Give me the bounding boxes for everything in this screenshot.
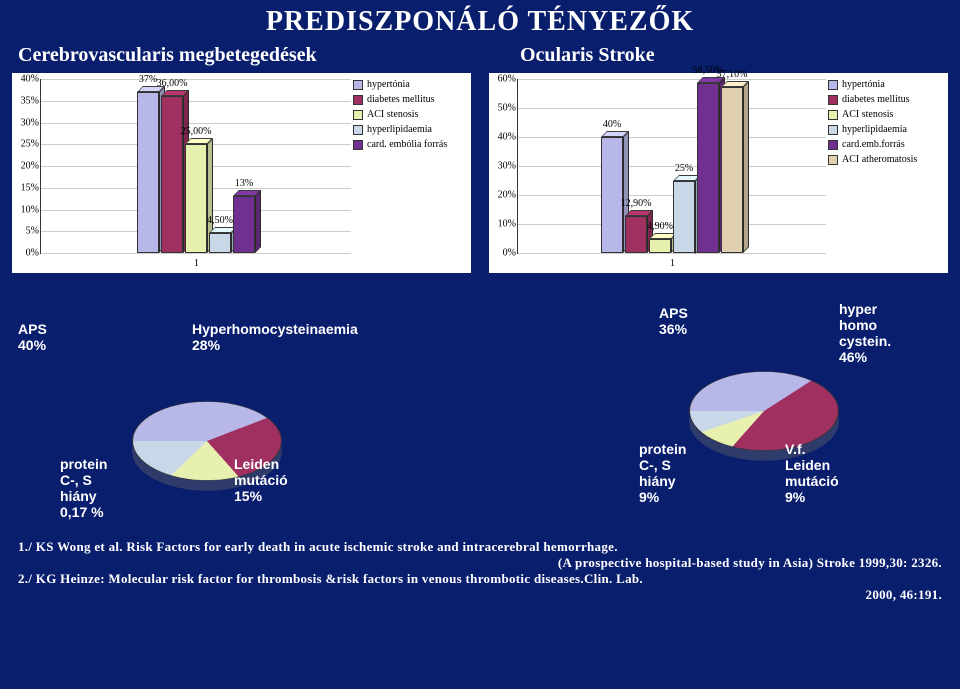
bar-value-label: 57,10% [717, 69, 748, 80]
bar: 37% [137, 92, 159, 253]
bar: 40% [601, 137, 623, 253]
bar-plot-1: 0%5%10%15%20%25%30%35%40%37%36,00%25,00%… [40, 79, 351, 254]
bar: 57,10% [721, 87, 743, 253]
bar-chart-ocularis: 0%10%20%30%40%50%60%40%12,90%4,90%25%58,… [489, 73, 948, 273]
legend-item: ACI atheromatosis [828, 154, 940, 165]
bar: 12,90% [625, 216, 647, 253]
legend-swatch [828, 140, 838, 150]
legend-label: diabetes mellitus [842, 94, 910, 105]
pie-label-aps2: APS36% [659, 305, 719, 337]
bar-value-label: 12,90% [621, 198, 652, 209]
legend-item: card. embólia forrás [353, 139, 463, 150]
bar-value-label: 37% [139, 74, 157, 85]
bar: 4,90% [649, 239, 671, 253]
pie-chart-ocularis: APS36% hyperhomocystein.46% V.f.Leidenmu… [489, 281, 948, 533]
legend-item: hyperlipidaemia [353, 124, 463, 135]
legend-label: hyperlipidaemia [842, 124, 907, 135]
bar-value-label: 25,00% [181, 126, 212, 137]
x-axis-label: 1 [12, 256, 353, 273]
bar: 58,50% [697, 83, 719, 253]
citation-2a: 2./ KG Heinze: Molecular risk factor for… [18, 571, 942, 587]
legend-swatch [353, 125, 363, 135]
pie-label-protein: proteinC-, Shiány0,17 % [60, 456, 140, 520]
legend-item: card.emb.forrás [828, 139, 940, 150]
bar-plot-2: 0%10%20%30%40%50%60%40%12,90%4,90%25%58,… [517, 79, 826, 254]
legend-label: card. embólia forrás [367, 139, 447, 150]
pie-label-leiden2: V.f.Leidenmutáció9% [785, 441, 865, 505]
legend-item: hypertónia [828, 79, 940, 90]
legend-swatch [353, 140, 363, 150]
bar-value-label: 40% [603, 119, 621, 130]
legend-item: diabetes mellitus [828, 94, 940, 105]
page-title: PREDISZPONÁLÓ TÉNYEZŐK [0, 0, 960, 40]
pie-label-leiden: Leidenmutáció15% [234, 456, 314, 504]
bar: 25,00% [185, 144, 207, 253]
bar-value-label: 13% [235, 178, 253, 189]
pie-2 [689, 371, 839, 450]
legend-label: hyperlipidaemia [367, 124, 432, 135]
bar-value-label: 4,90% [647, 221, 673, 232]
legend-item: ACI stenosis [828, 109, 940, 120]
legend-chart2: hypertónia diabetes mellitus ACI stenosis h… [828, 73, 948, 273]
legend-label: hypertónia [367, 79, 410, 90]
legend-label: ACI stenosis [367, 109, 418, 120]
subtitle-left: Cerebrovascularis megbetegedések [18, 44, 440, 67]
bar-chart-cerebro: 0%5%10%15%20%25%30%35%40%37%36,00%25,00%… [12, 73, 471, 273]
citation-1b: (A prospective hospital-based study in A… [18, 555, 942, 571]
pie-chart-cerebro: APS40% Hyperhomocysteinaemia28% Leidenmu… [12, 281, 471, 533]
legend-label: ACI atheromatosis [842, 154, 917, 165]
citation-2b: 2000, 46:191. [18, 587, 942, 603]
legend-item: diabetes mellitus [353, 94, 463, 105]
legend-swatch [353, 80, 363, 90]
subtitle-right: Ocularis Stroke [440, 44, 942, 67]
legend-swatch [353, 95, 363, 105]
x-axis-label: 1 [489, 256, 828, 273]
legend-label: diabetes mellitus [367, 94, 435, 105]
legend-label: hypertónia [842, 79, 885, 90]
bar: 4,50% [209, 233, 231, 253]
legend-item: hyperlipidaemia [828, 124, 940, 135]
legend-swatch [828, 110, 838, 120]
bar-value-label: 4,50% [207, 215, 233, 226]
bar-value-label: 36,00% [157, 78, 188, 89]
legend-swatch [828, 125, 838, 135]
legend-item: ACI stenosis [353, 109, 463, 120]
bar: 13% [233, 196, 255, 253]
pie-label-aps: APS40% [18, 321, 78, 353]
bar-value-label: 25% [675, 163, 693, 174]
legend-item: hypertónia [353, 79, 463, 90]
legend-swatch [828, 95, 838, 105]
legend-swatch [353, 110, 363, 120]
citation-1a: 1./ KS Wong et al. Risk Factors for earl… [18, 539, 942, 555]
bar: 25% [673, 181, 695, 254]
pie-label-protein2: proteinC-, Shiány9% [639, 441, 719, 505]
legend-swatch [828, 80, 838, 90]
legend-label: ACI stenosis [842, 109, 893, 120]
legend-chart1: hypertónia diabetes mellitus ACI stenosis h… [353, 73, 471, 273]
bar: 36,00% [161, 96, 183, 253]
pie-label-hhc: Hyperhomocysteinaemia28% [192, 321, 358, 353]
legend-swatch [828, 155, 838, 165]
legend-label: card.emb.forrás [842, 139, 905, 150]
pie-label-hhc2: hyperhomocystein.46% [839, 301, 919, 365]
